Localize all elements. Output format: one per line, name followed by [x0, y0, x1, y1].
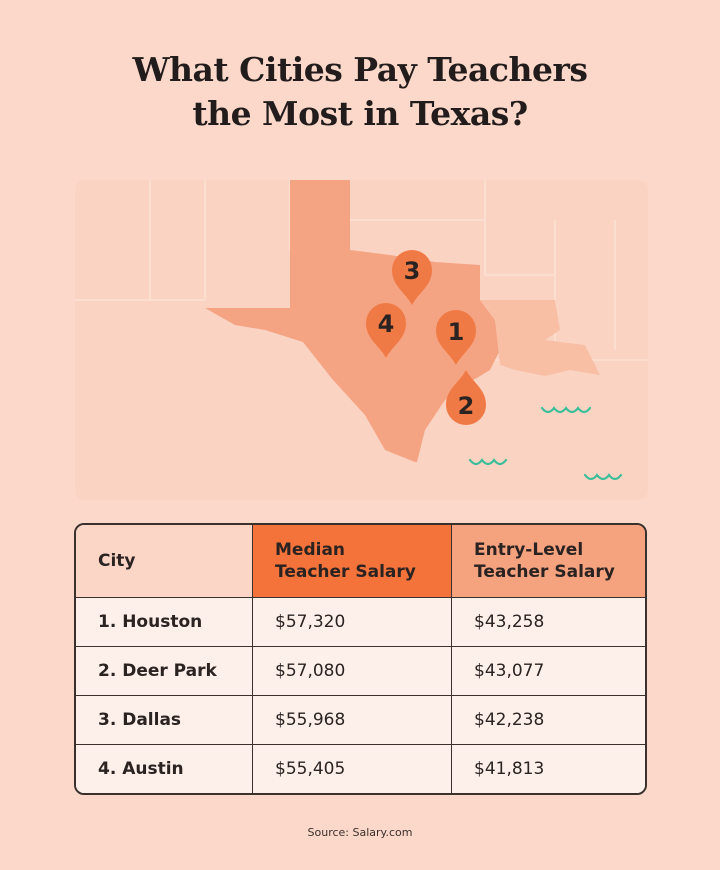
median-salary-cell: $55,405 [253, 745, 452, 793]
table-row: 4. Austin $55,405 $41,813 [76, 745, 645, 793]
texas-shape [205, 180, 500, 462]
city-cell: 1. Houston [76, 598, 253, 647]
map-pin-icon [366, 303, 406, 358]
pin-label: 3 [404, 257, 421, 285]
pin-deer-park: 2 [446, 370, 486, 425]
page-title: What Cities Pay Teachers the Most in Tex… [0, 48, 720, 136]
pin-dallas: 3 [392, 250, 432, 305]
median-salary-cell: $55,968 [253, 696, 452, 745]
map-pin-icon [436, 310, 476, 365]
entry-salary-cell: $43,077 [452, 647, 645, 696]
pin-label: 4 [378, 310, 395, 338]
table-row: 1. Houston $57,320 $43,258 [76, 598, 645, 647]
source-note: Source: Salary.com [307, 826, 413, 839]
title-line-1: What Cities Pay Teachers [132, 50, 588, 89]
entry-salary-cell: $43,258 [452, 598, 645, 647]
table-row: 2. Deer Park $57,080 $43,077 [76, 647, 645, 696]
median-salary-cell: $57,320 [253, 598, 452, 647]
header-entry-level-salary: Entry-Level Teacher Salary [452, 525, 645, 598]
city-cell: 4. Austin [76, 745, 253, 793]
table-header-row: City Median Teacher Salary Entry-Level Tea… [76, 525, 645, 598]
texas-map: 3 4 1 2 [75, 180, 648, 500]
entry-salary-cell: $42,238 [452, 696, 645, 745]
map-pin-icon [446, 370, 486, 425]
wave-icon [583, 473, 623, 481]
map-pin-icon [392, 250, 432, 305]
wave-icons [468, 406, 623, 481]
header-median-salary: Median Teacher Salary [253, 525, 452, 598]
entry-salary-cell: $41,813 [452, 745, 645, 793]
wave-icon [468, 458, 508, 466]
city-cell: 3. Dallas [76, 696, 253, 745]
pin-label: 2 [458, 392, 475, 420]
pin-label: 1 [448, 318, 465, 346]
pin-houston: 1 [436, 310, 476, 365]
table-row: 3. Dallas $55,968 $42,238 [76, 696, 645, 745]
header-city: City [76, 525, 253, 598]
pin-austin: 4 [366, 303, 406, 358]
title-line-2: the Most in Texas? [192, 94, 528, 133]
median-salary-cell: $57,080 [253, 647, 452, 696]
salary-table: City Median Teacher Salary Entry-Level Tea… [74, 523, 647, 795]
louisiana-shape [480, 300, 600, 376]
city-cell: 2. Deer Park [76, 647, 253, 696]
wave-icon [540, 406, 592, 414]
